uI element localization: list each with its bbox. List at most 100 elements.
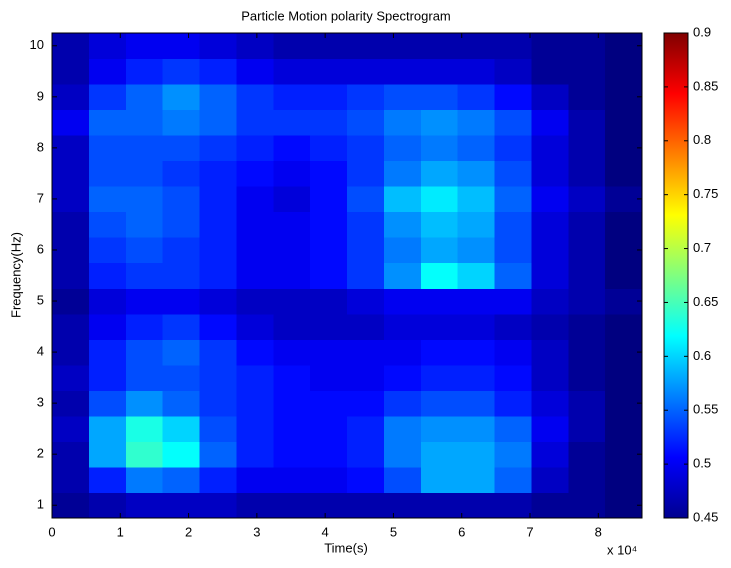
heatmap-cell [125, 211, 164, 238]
heatmap-cell [273, 441, 311, 468]
heatmap-cell [347, 262, 385, 289]
heatmap-cell [52, 84, 90, 111]
heatmap-cell [125, 84, 164, 111]
heatmap-cell [199, 466, 237, 493]
heatmap-cell [162, 339, 200, 366]
heatmap-cell [310, 466, 348, 493]
x-tick-label: 7 [526, 524, 533, 539]
heatmap-cell [162, 109, 200, 136]
heatmap-cell [383, 186, 422, 213]
heatmap-cell [420, 364, 459, 391]
heatmap-cell [420, 339, 459, 366]
heatmap-cell [420, 211, 459, 238]
heatmap-cell [568, 33, 606, 60]
heatmap-cell [494, 160, 532, 187]
heatmap-cell [457, 33, 495, 60]
heatmap-cell [199, 415, 237, 442]
heatmap-cell [199, 339, 237, 366]
heatmap-cell [420, 492, 459, 519]
y-axis-label: Frequency(Hz) [8, 232, 23, 318]
heatmap-cell [568, 84, 606, 111]
heatmap-cell [347, 211, 385, 238]
heatmap-cell [310, 58, 348, 85]
heatmap-cell [605, 135, 643, 162]
heatmap-cell [273, 492, 311, 519]
heatmap-cell [236, 441, 274, 468]
y-tick-label: 2 [37, 446, 44, 461]
heatmap-cell [347, 58, 385, 85]
heatmap-cell [236, 339, 274, 366]
heatmap-cell [310, 339, 348, 366]
heatmap-cell [199, 390, 237, 417]
heatmap-cell [162, 492, 200, 519]
heatmap-cell [273, 339, 311, 366]
heatmap-cell [457, 339, 495, 366]
heatmap-cell [457, 211, 495, 238]
heatmap-cell [310, 390, 348, 417]
heatmap-cell [383, 84, 422, 111]
heatmap-cell [199, 186, 237, 213]
heatmap-cell [568, 390, 606, 417]
heatmap-cell [494, 33, 532, 60]
heatmap-cell [199, 364, 237, 391]
heatmap-cell [531, 109, 569, 136]
colorbar-tick-label: 0.9 [693, 24, 711, 39]
heatmap-cell [236, 58, 274, 85]
heatmap-cell [236, 313, 274, 340]
heatmap-cell [457, 441, 495, 468]
heatmap-cell [605, 58, 643, 85]
heatmap-cell [162, 135, 200, 162]
heatmap-cell [88, 186, 127, 213]
heatmap-cell [125, 160, 164, 187]
heatmap-cell [383, 313, 422, 340]
heatmap-cell [494, 364, 532, 391]
heatmap-cell [199, 237, 237, 264]
heatmap-cell [605, 390, 643, 417]
heatmap-cell [273, 58, 311, 85]
x-multiplier: x 10⁴ [607, 542, 637, 557]
heatmap-cell [52, 33, 90, 60]
heatmap-cell [383, 237, 422, 264]
heatmap-cell [531, 186, 569, 213]
heatmap-cell [125, 415, 164, 442]
heatmap-cell [310, 364, 348, 391]
heatmap-cell [347, 415, 385, 442]
x-tick-label: 4 [322, 524, 329, 539]
heatmap-cell [420, 109, 459, 136]
heatmap-cell [457, 364, 495, 391]
heatmap-cell [199, 58, 237, 85]
heatmap-cell [125, 135, 164, 162]
heatmap-cell [199, 33, 237, 60]
heatmap-cell [531, 33, 569, 60]
heatmap-cell [347, 390, 385, 417]
heatmap-cell [531, 262, 569, 289]
heatmap-cell [236, 288, 274, 315]
heatmap-cell [494, 313, 532, 340]
heatmap-cell [162, 237, 200, 264]
heatmap-cell [494, 441, 532, 468]
x-tick-label: 5 [390, 524, 397, 539]
heatmap-cell [531, 339, 569, 366]
heatmap-cell [310, 211, 348, 238]
x-axis-label: Time(s) [324, 540, 368, 555]
heatmap-cell [605, 109, 643, 136]
heatmap-cell [88, 160, 127, 187]
heatmap-cell [383, 339, 422, 366]
heatmap-cell [199, 313, 237, 340]
heatmap-cell [568, 288, 606, 315]
heatmap-cell [568, 186, 606, 213]
heatmap-cell [457, 262, 495, 289]
heatmap-cell [162, 390, 200, 417]
y-tick-label: 4 [37, 344, 44, 359]
heatmap-cell [273, 186, 311, 213]
heatmap-cell [494, 492, 532, 519]
heatmap-cell [310, 160, 348, 187]
heatmap-cell [457, 237, 495, 264]
heatmap-cell [383, 58, 422, 85]
heatmap-cell [88, 211, 127, 238]
heatmap-cell [52, 441, 90, 468]
heatmap-cell [420, 135, 459, 162]
heatmap-cell [52, 492, 90, 519]
heatmap-cell [273, 262, 311, 289]
